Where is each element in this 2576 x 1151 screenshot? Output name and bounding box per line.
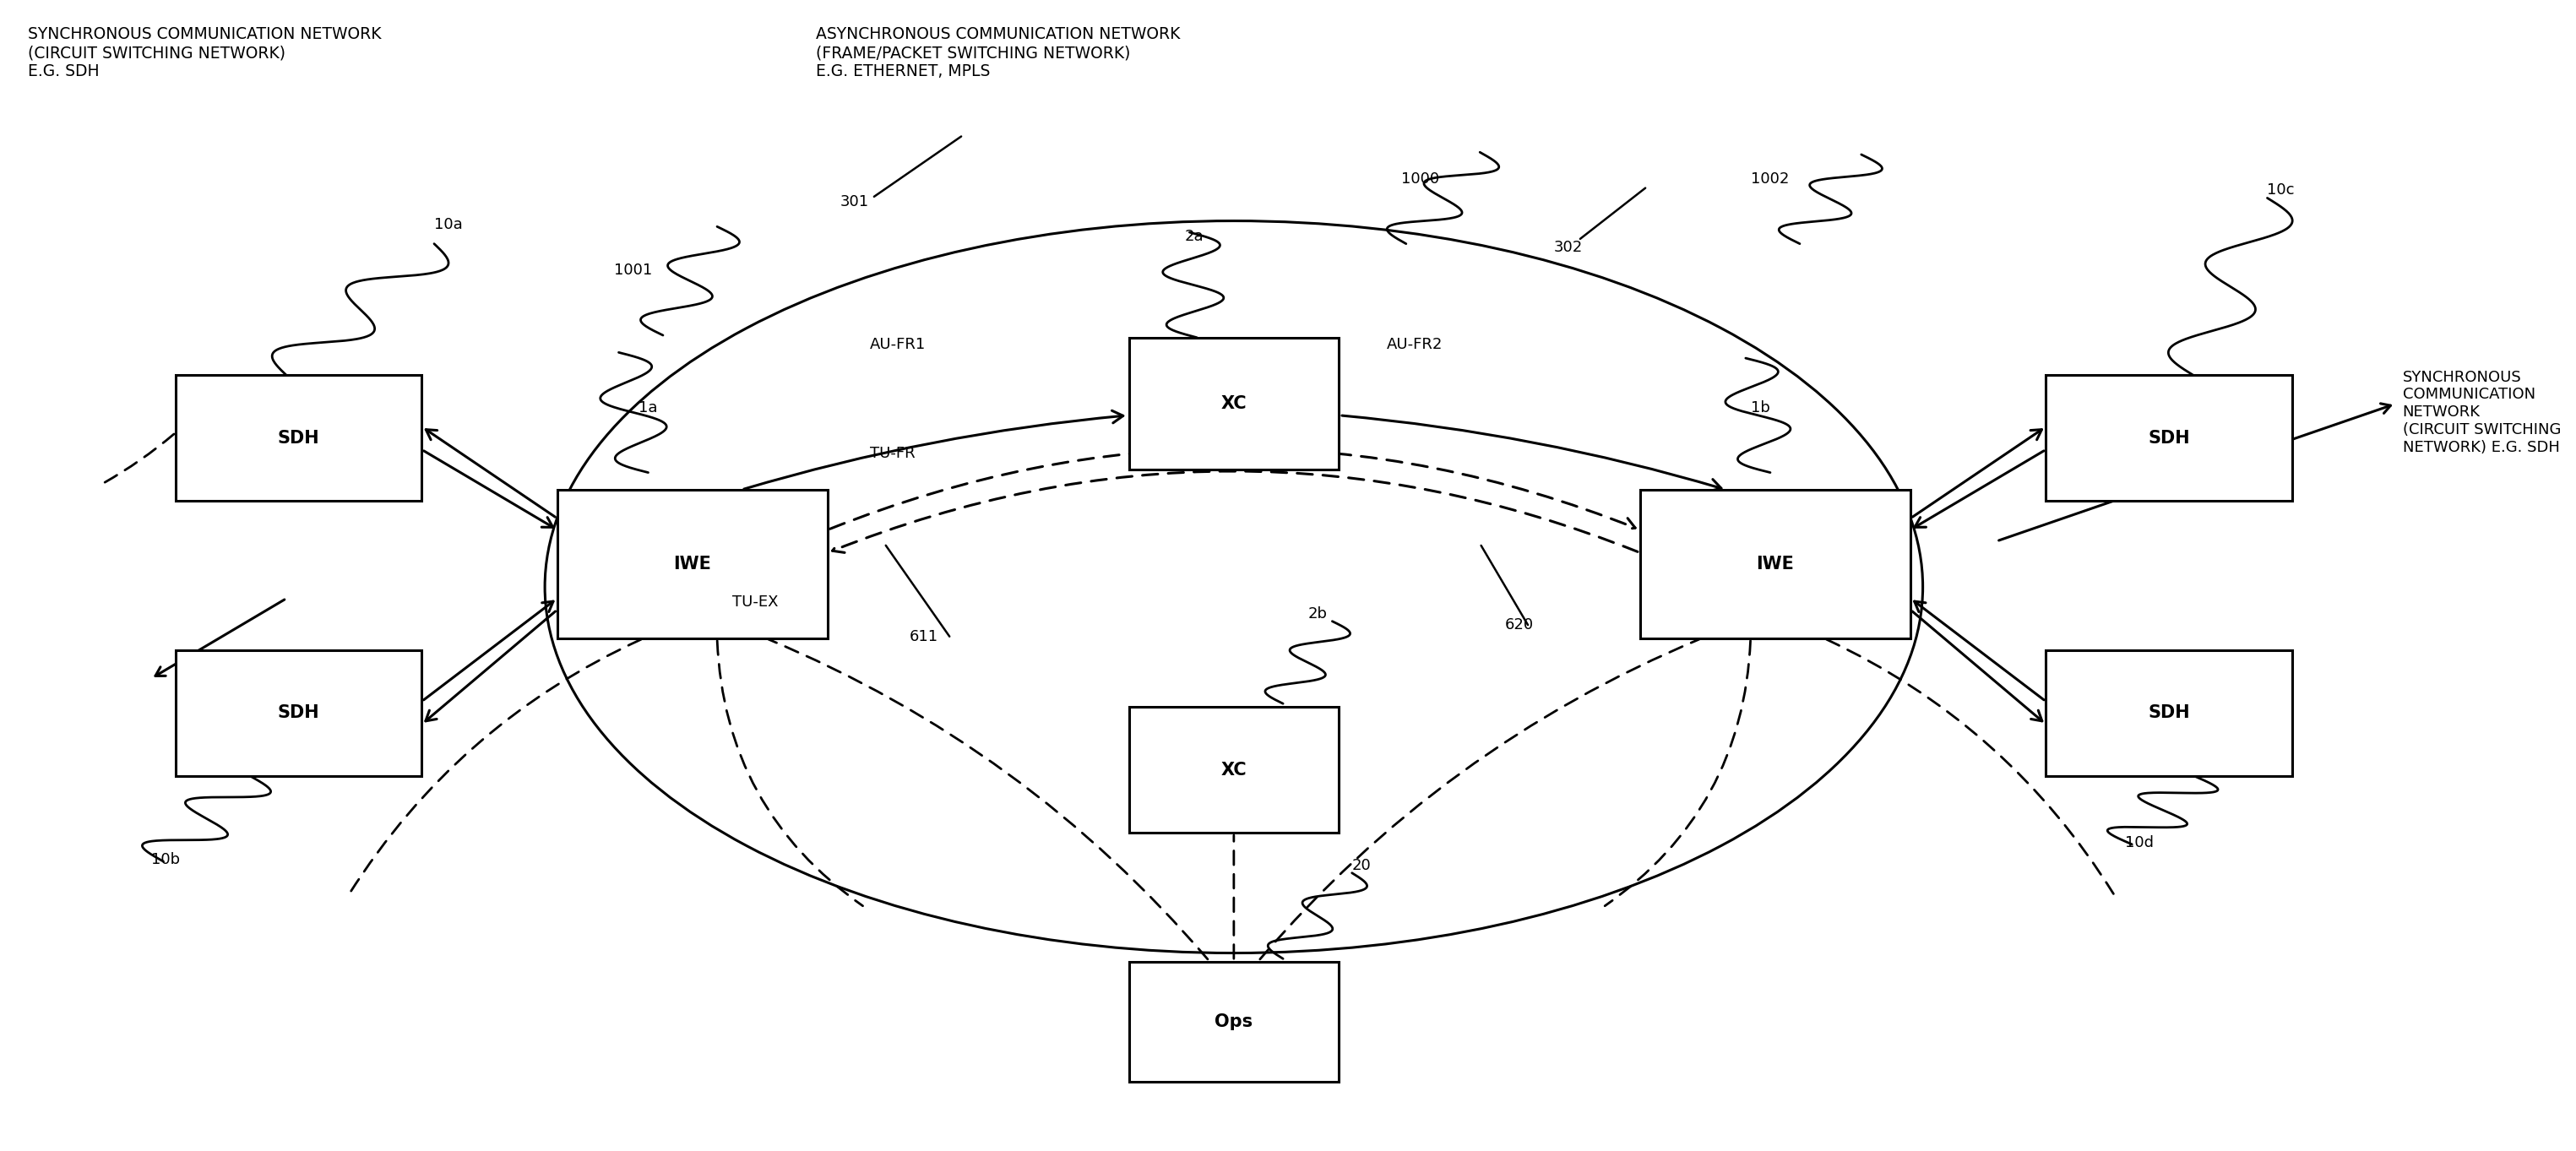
FancyArrowPatch shape [1481, 546, 1528, 625]
Bar [175, 650, 422, 776]
Text: IWE: IWE [672, 556, 711, 572]
Text: 10a: 10a [435, 218, 464, 233]
FancyArrowPatch shape [1914, 451, 2043, 527]
Bar [1128, 707, 1340, 833]
Text: 1a: 1a [639, 401, 657, 416]
Bar [1128, 338, 1340, 470]
Text: ASYNCHRONOUS COMMUNICATION NETWORK
(FRAME/PACKET SWITCHING NETWORK)
E.G. ETHERNE: ASYNCHRONOUS COMMUNICATION NETWORK (FRAM… [817, 26, 1180, 79]
Text: SYNCHRONOUS
COMMUNICATION
NETWORK
(CIRCUIT SWITCHING
NETWORK) E.G. SDH: SYNCHRONOUS COMMUNICATION NETWORK (CIRCU… [2403, 369, 2561, 455]
FancyArrowPatch shape [829, 449, 1636, 529]
FancyArrowPatch shape [1914, 601, 2043, 700]
Text: Ops: Ops [1216, 1013, 1252, 1030]
Text: IWE: IWE [1757, 556, 1793, 572]
Text: 611: 611 [909, 628, 938, 645]
Text: SDH: SDH [278, 704, 319, 722]
Text: AU-FR2: AU-FR2 [1386, 337, 1443, 352]
Text: 1000: 1000 [1401, 171, 1440, 186]
FancyArrowPatch shape [1579, 188, 1646, 239]
FancyArrowPatch shape [886, 546, 951, 637]
FancyArrowPatch shape [1826, 640, 2112, 894]
Text: AU-FR1: AU-FR1 [871, 337, 925, 352]
FancyArrowPatch shape [155, 600, 283, 676]
Bar [2045, 375, 2293, 501]
Text: 2a: 2a [1185, 229, 1203, 244]
FancyArrowPatch shape [1911, 429, 2043, 517]
Text: XC: XC [1221, 396, 1247, 412]
FancyArrowPatch shape [425, 451, 554, 527]
FancyArrowPatch shape [768, 639, 1208, 959]
Text: 620: 620 [1504, 617, 1533, 633]
FancyArrowPatch shape [716, 641, 863, 906]
FancyArrowPatch shape [1605, 641, 1752, 906]
Text: SDH: SDH [2148, 429, 2190, 447]
Text: 1002: 1002 [1752, 171, 1788, 186]
Text: XC: XC [1221, 762, 1247, 778]
Text: TU-EX: TU-EX [732, 595, 778, 610]
FancyArrowPatch shape [832, 471, 1638, 552]
FancyArrowPatch shape [873, 137, 961, 197]
Text: TU-FR: TU-FR [871, 445, 914, 462]
Text: 302: 302 [1553, 241, 1582, 256]
Text: 1b: 1b [1752, 401, 1770, 416]
Bar [1128, 961, 1340, 1082]
Bar [175, 375, 422, 501]
FancyArrowPatch shape [350, 640, 641, 894]
Text: SDH: SDH [2148, 704, 2190, 722]
Bar [1641, 489, 1911, 639]
FancyArrowPatch shape [422, 601, 554, 700]
FancyArrowPatch shape [1342, 416, 1721, 491]
Text: SYNCHRONOUS COMMUNICATION NETWORK
(CIRCUIT SWITCHING NETWORK)
E.G. SDH: SYNCHRONOUS COMMUNICATION NETWORK (CIRCU… [28, 26, 381, 79]
Bar [2045, 650, 2293, 776]
FancyArrowPatch shape [425, 429, 556, 517]
FancyArrowPatch shape [1260, 639, 1700, 959]
Text: 20: 20 [1352, 857, 1370, 872]
FancyArrowPatch shape [744, 411, 1123, 489]
Bar [556, 489, 827, 639]
Text: SDH: SDH [278, 429, 319, 447]
FancyArrowPatch shape [425, 611, 556, 721]
Text: 10c: 10c [2267, 183, 2295, 198]
Text: 10b: 10b [152, 852, 180, 867]
Text: 1001: 1001 [613, 262, 652, 279]
Text: 2b: 2b [1309, 607, 1327, 622]
FancyArrowPatch shape [103, 434, 175, 482]
Text: 301: 301 [840, 195, 868, 209]
Text: 10d: 10d [2125, 834, 2154, 851]
FancyArrowPatch shape [1911, 611, 2043, 721]
FancyArrowPatch shape [1999, 404, 2391, 541]
